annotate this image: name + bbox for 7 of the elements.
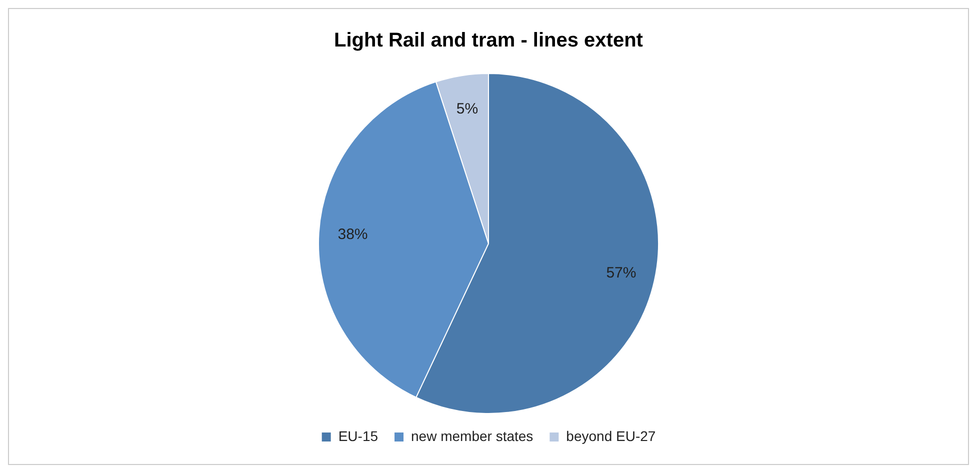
chart-title: Light Rail and tram - lines extent (334, 30, 644, 52)
legend-label: new member states (411, 428, 534, 444)
data-label: 38% (338, 226, 368, 244)
legend-label: beyond EU-27 (566, 428, 656, 444)
data-label: 57% (606, 264, 636, 282)
data-label: 5% (456, 100, 478, 118)
legend-label: EU-15 (338, 428, 378, 444)
